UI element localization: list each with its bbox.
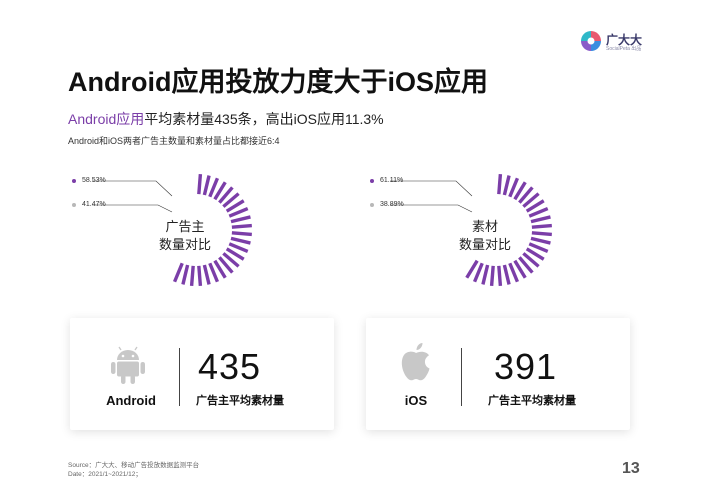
ring-tick — [489, 265, 495, 286]
legend-dot — [72, 178, 76, 183]
ring-tick — [525, 247, 545, 261]
ring-tick — [518, 256, 534, 274]
ring-tick — [531, 231, 552, 237]
card-divider — [461, 348, 462, 406]
page-note: Android和iOS两者广告主数量和素材量占比都接近6:4 — [68, 136, 280, 146]
brand-logo: 广大大 SocialPeta 出品 — [580, 28, 692, 56]
legend-dot — [370, 202, 374, 207]
card-divider — [179, 348, 180, 406]
stat-metric-label: 广告主平均素材量 — [196, 395, 284, 407]
ring-tick — [228, 206, 249, 218]
ring-tick — [230, 236, 251, 245]
ring-tick — [508, 177, 520, 198]
ring-tick — [497, 174, 503, 195]
ring-tick — [497, 265, 503, 286]
ring-tick — [525, 199, 545, 213]
logo-tagline: SocialPeta 出品 — [606, 46, 642, 52]
ring-tick — [528, 206, 549, 218]
platform-label: iOS — [404, 393, 428, 408]
ring-tick — [202, 175, 211, 196]
legend-item-primary: 58.53% — [72, 177, 106, 184]
ring-center-label: 广告主 数量对比 — [148, 218, 222, 254]
ring-tick — [218, 186, 234, 204]
creative-ratio-chart: 61.11% 38.89% 素材 数量对比 — [366, 168, 616, 298]
ring-tick — [518, 186, 534, 204]
platform-label: Android — [106, 393, 156, 408]
ring-tick — [202, 264, 211, 285]
legend-value: 41.47% — [82, 201, 106, 208]
ring-tick — [222, 192, 240, 208]
ring-center-label: 素材 数量对比 — [448, 218, 522, 254]
ring-tick — [513, 259, 527, 279]
ring-tick — [508, 262, 520, 283]
ring-tick — [213, 181, 227, 201]
source-note: Source：广大大、移动广告投放数据监测平台 Date：2021/1~2021… — [68, 461, 199, 479]
stat-metric-label: 广告主平均素材量 — [488, 395, 576, 407]
ring-tick — [225, 199, 245, 213]
ring-tick — [218, 256, 234, 274]
stat-value: 391 — [494, 346, 558, 387]
ring-label-line1: 广告主 — [165, 219, 205, 234]
legend-value: 58.53% — [82, 177, 106, 184]
page-number: 13 — [622, 460, 640, 477]
ring-tick — [481, 264, 490, 285]
ring-tick — [472, 262, 484, 283]
logo-mark-icon — [581, 31, 601, 51]
ring-label-line2: 数量对比 — [158, 237, 211, 252]
page-subtitle: Android应用平均素材量435条，高出iOS应用11.3% — [68, 109, 384, 129]
stat-value: 435 — [198, 346, 262, 387]
ring-tick — [522, 192, 540, 208]
ring-tick — [213, 259, 227, 279]
ring-label-line1: 素材 — [471, 219, 498, 234]
ring-tick — [502, 264, 511, 285]
ring-tick — [465, 259, 479, 279]
legend-dot — [72, 202, 76, 207]
source-line: Source：广大大、移动广告投放数据监测平台 — [68, 462, 200, 469]
subtitle-highlight: Android应用 — [68, 111, 145, 127]
legend-value: 38.89% — [380, 201, 404, 208]
ring-tick — [172, 262, 184, 283]
ring-tick — [228, 242, 249, 254]
ring-tick — [231, 231, 252, 237]
ring-tick — [230, 215, 251, 224]
legend-leader-line — [390, 180, 473, 197]
legend-item-secondary: 41.47% — [72, 201, 106, 208]
advertiser-ratio-ring — [92, 174, 252, 286]
creative-ratio-ring — [390, 174, 552, 286]
legend-value: 61.11% — [380, 177, 404, 184]
ring-tick — [231, 223, 252, 229]
ring-tick — [197, 174, 203, 195]
legend-leader-line — [92, 204, 173, 213]
page-title: Android应用投放力度大于iOS应用 — [68, 67, 488, 97]
ring-label-line2: 数量对比 — [458, 237, 511, 252]
ring-tick — [528, 242, 549, 254]
apple-icon — [401, 343, 430, 381]
legend-dot — [370, 178, 374, 183]
ring-tick — [531, 223, 552, 229]
ring-tick — [502, 175, 511, 196]
legend-leader-line — [92, 180, 173, 197]
subtitle-text: 平均素材量435条，高出iOS应用11.3% — [144, 111, 384, 127]
ring-tick — [530, 236, 551, 245]
ring-tick — [189, 265, 195, 286]
ring-tick — [513, 181, 527, 201]
legend-item-secondary: 38.89% — [370, 201, 404, 208]
ios-stat-card: iOS 391 广告主平均素材量 — [366, 318, 630, 430]
ring-tick — [208, 177, 220, 198]
ring-tick — [181, 264, 190, 285]
android-stat-card: Android 435 广告主平均素材量 — [70, 318, 334, 430]
ring-tick — [197, 265, 203, 286]
ring-tick — [225, 247, 245, 261]
legend-leader-line — [390, 204, 473, 213]
logo-name: 广大大 — [606, 33, 643, 47]
android-icon — [111, 346, 145, 384]
ring-tick — [530, 215, 551, 224]
date-line: Date：2021/1~2021/12； — [68, 471, 142, 478]
advertiser-ratio-chart: 58.53% 41.47% 广告主 数量对比 — [68, 168, 318, 298]
ring-tick — [522, 252, 540, 268]
legend-item-primary: 61.11% — [370, 177, 403, 184]
ring-tick — [208, 262, 220, 283]
ring-tick — [222, 252, 240, 268]
